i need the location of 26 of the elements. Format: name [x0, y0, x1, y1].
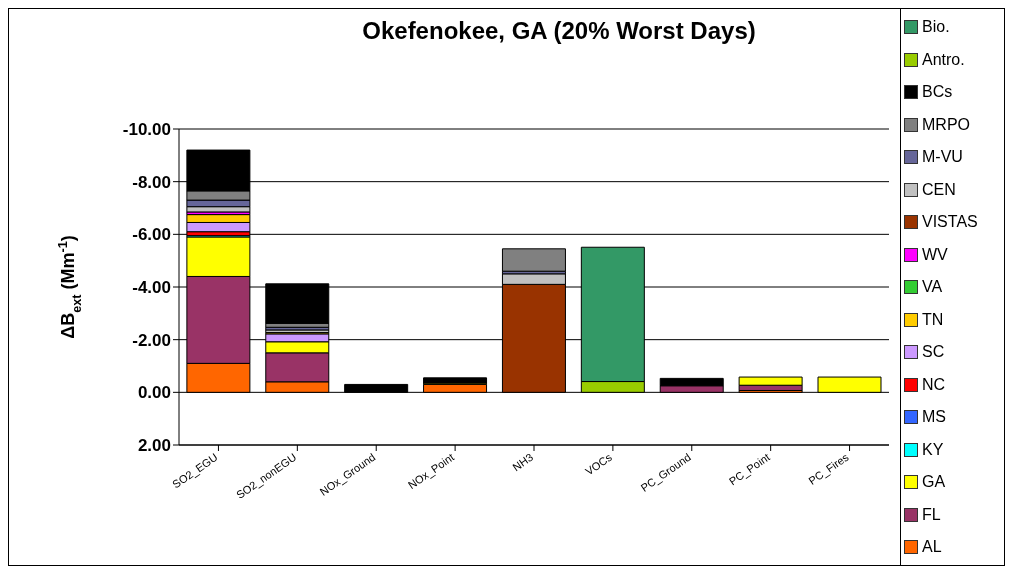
legend-label: NC — [922, 375, 946, 394]
y-tick-label: -8.00 — [132, 172, 171, 192]
y-tick-label: 2.00 — [137, 436, 171, 456]
legend-label: VISTAS — [922, 213, 978, 232]
legend-label: MS — [922, 408, 946, 427]
y-tick-label: -2.00 — [132, 330, 171, 350]
legend-label: Bio. — [922, 18, 950, 37]
y-tick-label: -6.00 — [132, 225, 171, 245]
legend-label: BCs — [922, 83, 953, 102]
legend-label: WV — [922, 245, 948, 264]
y-tick-label: 0.00 — [137, 383, 171, 403]
legend-label: MRPO — [922, 115, 970, 134]
legend-label: KY — [922, 440, 944, 459]
legend-label: AL — [922, 538, 942, 557]
y-tick-label: -4.00 — [132, 278, 171, 298]
x-tick-label: NH3 — [510, 450, 536, 474]
legend-label: TN — [922, 310, 944, 329]
legend-label: M-VU — [922, 148, 963, 167]
legend-label: SC — [922, 343, 945, 362]
legend-label: VA — [922, 278, 943, 297]
legend-label: FL — [922, 505, 941, 524]
legend-label: CEN — [922, 180, 956, 199]
legend-label: GA — [922, 473, 946, 492]
legend-label: Antro. — [922, 50, 965, 69]
y-tick-label: -10.00 — [122, 120, 171, 140]
chart-title: Okefenokee, GA (20% Worst Days) — [361, 17, 757, 45]
